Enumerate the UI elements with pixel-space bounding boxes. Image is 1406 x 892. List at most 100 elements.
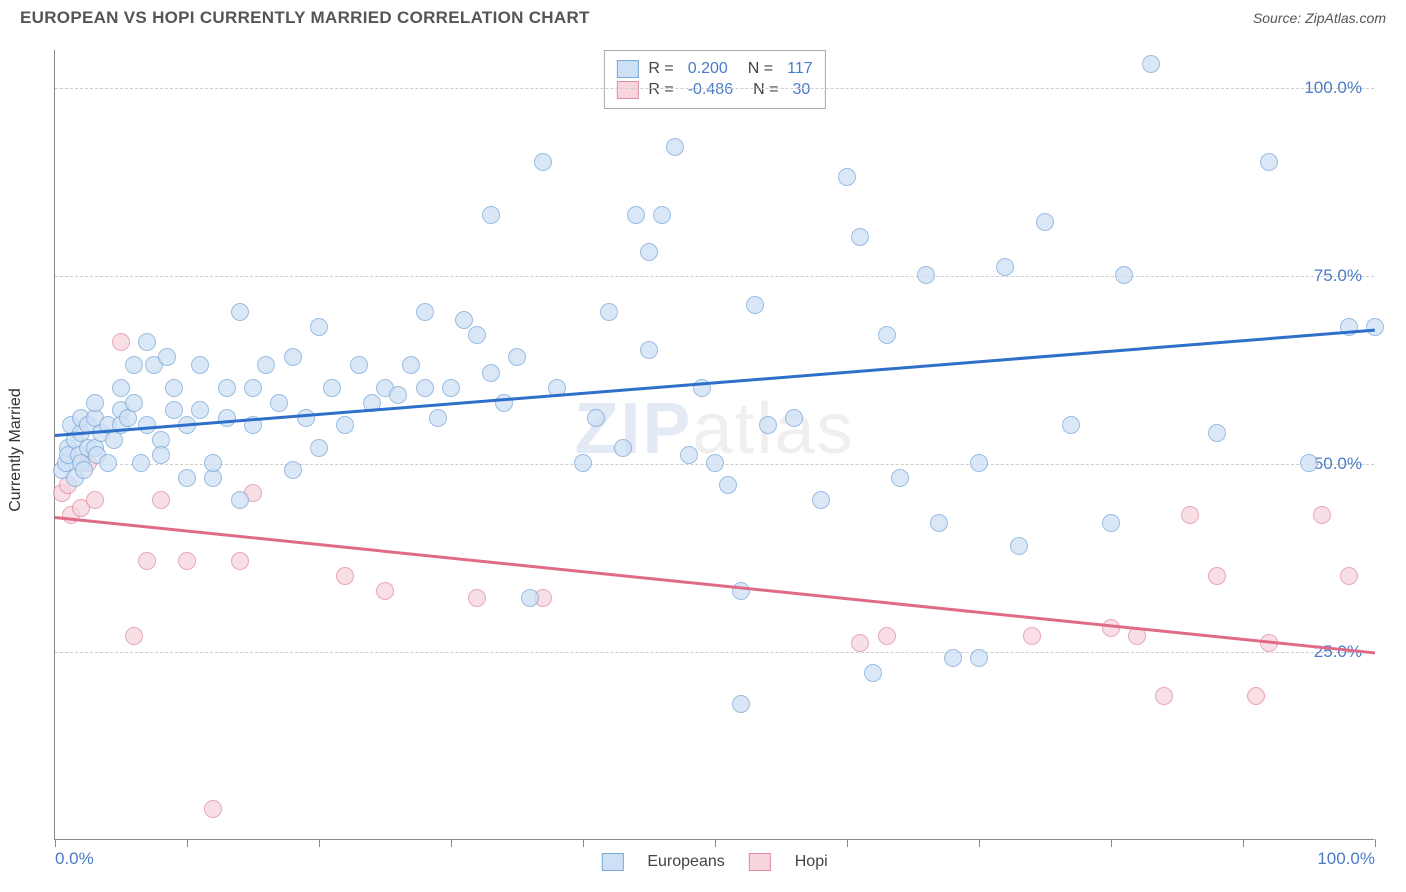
data-point-european <box>614 439 632 457</box>
trend-line-hopi <box>55 516 1375 654</box>
data-point-hopi <box>1208 567 1226 585</box>
n-label: N = <box>748 60 773 78</box>
data-point-european <box>666 138 684 156</box>
data-point-hopi <box>1247 687 1265 705</box>
data-point-european <box>732 695 750 713</box>
hopi-n-value: 30 <box>792 81 810 99</box>
data-point-european <box>1036 213 1054 231</box>
x-tick <box>847 839 848 847</box>
data-point-european <box>284 461 302 479</box>
hopi-r-value: -0.486 <box>688 81 733 99</box>
data-point-european <box>86 394 104 412</box>
data-point-european <box>495 394 513 412</box>
n-label: N = <box>753 81 778 99</box>
data-point-european <box>706 454 724 472</box>
correlation-legend: R = 0.200 N = 117 R = -0.486 N = 30 <box>603 50 825 109</box>
data-point-hopi <box>1155 687 1173 705</box>
data-point-hopi <box>86 491 104 509</box>
data-point-european <box>158 348 176 366</box>
data-point-european <box>1300 454 1318 472</box>
data-point-european <box>416 379 434 397</box>
data-point-hopi <box>878 627 896 645</box>
swatch-hopi <box>616 81 638 99</box>
r-label: R = <box>648 60 673 78</box>
data-point-european <box>270 394 288 412</box>
chart-title: EUROPEAN VS HOPI CURRENTLY MARRIED CORRE… <box>20 8 590 28</box>
data-point-european <box>719 476 737 494</box>
data-point-hopi <box>1340 567 1358 585</box>
data-point-hopi <box>138 552 156 570</box>
data-point-european <box>231 491 249 509</box>
data-point-european <box>191 356 209 374</box>
data-point-european <box>653 206 671 224</box>
european-n-value: 117 <box>787 60 813 78</box>
data-point-european <box>310 439 328 457</box>
y-axis-label: Currently Married <box>7 388 25 512</box>
data-point-hopi <box>178 552 196 570</box>
swatch-european <box>616 60 638 78</box>
data-point-european <box>402 356 420 374</box>
data-point-hopi <box>851 634 869 652</box>
data-point-european <box>191 401 209 419</box>
data-point-european <box>244 379 262 397</box>
data-point-hopi <box>376 582 394 600</box>
data-point-european <box>350 356 368 374</box>
data-point-european <box>99 454 117 472</box>
data-point-hopi <box>1102 619 1120 637</box>
y-tick-label: 100.0% <box>1304 78 1362 98</box>
gridline <box>55 276 1374 277</box>
data-point-european <box>574 454 592 472</box>
data-point-european <box>284 348 302 366</box>
data-point-european <box>482 206 500 224</box>
data-point-hopi <box>125 627 143 645</box>
data-point-european <box>152 446 170 464</box>
data-point-european <box>442 379 460 397</box>
data-point-european <box>132 454 150 472</box>
legend-row-hopi: R = -0.486 N = 30 <box>616 81 812 99</box>
x-tick <box>979 839 980 847</box>
data-point-european <box>1260 153 1278 171</box>
x-tick <box>451 839 452 847</box>
data-point-european <box>759 416 777 434</box>
data-point-european <box>1208 424 1226 442</box>
swatch-hopi <box>749 853 771 871</box>
data-point-european <box>1010 537 1028 555</box>
data-point-european <box>891 469 909 487</box>
data-point-european <box>838 168 856 186</box>
series-legend: Europeans Hopi <box>601 853 827 871</box>
data-point-european <box>1142 55 1160 73</box>
data-point-hopi <box>204 800 222 818</box>
data-point-european <box>680 446 698 464</box>
data-point-european <box>785 409 803 427</box>
gridline <box>55 652 1374 653</box>
data-point-hopi <box>1181 506 1199 524</box>
data-point-european <box>336 416 354 434</box>
data-point-european <box>521 589 539 607</box>
swatch-european <box>601 853 623 871</box>
data-point-european <box>878 326 896 344</box>
y-tick-label: 50.0% <box>1314 454 1362 474</box>
r-label: R = <box>648 81 673 99</box>
chart: Currently Married ZIPatlas R = 0.200 N =… <box>20 40 1386 860</box>
data-point-european <box>204 454 222 472</box>
legend-label-hopi: Hopi <box>795 853 828 871</box>
data-point-european <box>75 461 93 479</box>
x-tick <box>1111 839 1112 847</box>
data-point-european <box>323 379 341 397</box>
x-tick <box>715 839 716 847</box>
data-point-european <box>970 649 988 667</box>
x-tick <box>187 839 188 847</box>
data-point-european <box>178 469 196 487</box>
data-point-european <box>429 409 447 427</box>
y-tick-label: 75.0% <box>1314 266 1362 286</box>
data-point-european <box>732 582 750 600</box>
data-point-european <box>482 364 500 382</box>
data-point-european <box>851 228 869 246</box>
data-point-european <box>218 409 236 427</box>
data-point-european <box>389 386 407 404</box>
x-tick <box>1375 839 1376 847</box>
data-point-european <box>165 379 183 397</box>
legend-label-european: Europeans <box>647 853 724 871</box>
data-point-european <box>534 153 552 171</box>
data-point-hopi <box>336 567 354 585</box>
